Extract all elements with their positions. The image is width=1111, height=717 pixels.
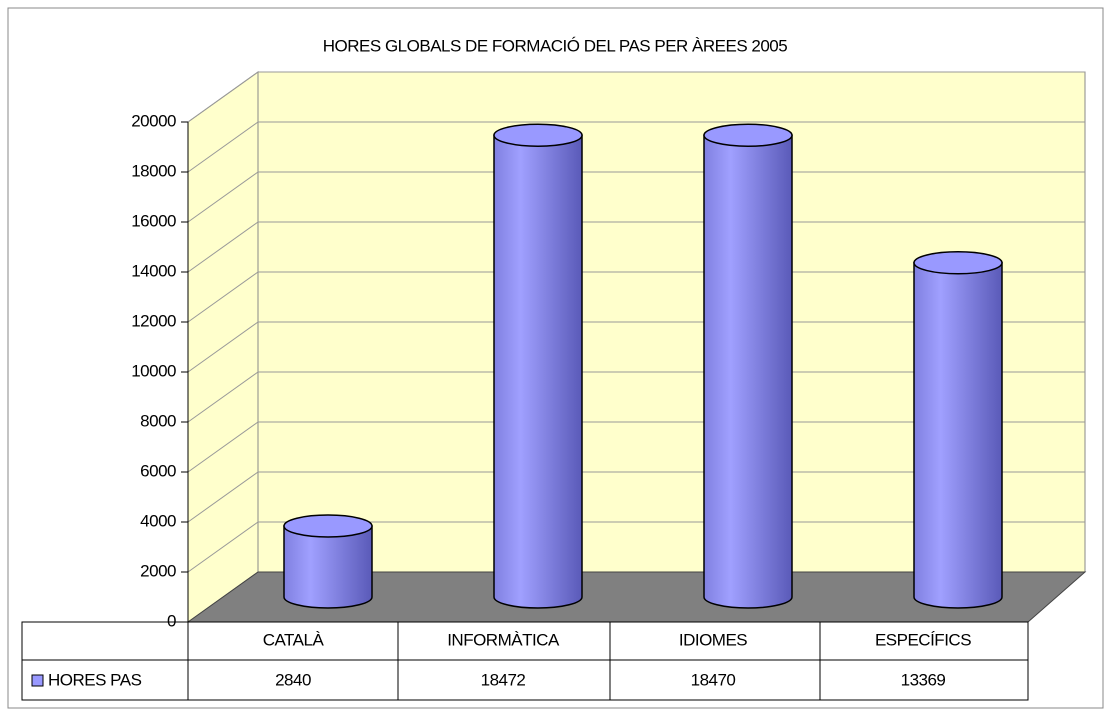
bar-top bbox=[493, 123, 583, 147]
x-tick-label: ESPECÍFICS bbox=[875, 630, 971, 649]
grid-line bbox=[187, 521, 259, 573]
bar bbox=[703, 134, 793, 609]
y-tick-label: 20000 bbox=[131, 111, 176, 130]
grid-line bbox=[187, 321, 259, 373]
grid-line bbox=[187, 171, 259, 223]
y-tick-label: 4000 bbox=[140, 511, 176, 530]
data-table bbox=[21, 621, 1029, 701]
grid-line bbox=[187, 271, 259, 323]
y-tick-label: 18000 bbox=[131, 161, 176, 180]
bar bbox=[913, 262, 1003, 609]
y-tick-label: 6000 bbox=[140, 461, 176, 480]
y-tick-label: 14000 bbox=[131, 261, 176, 280]
grid-line bbox=[187, 471, 259, 523]
bar bbox=[493, 134, 583, 609]
y-tick-label: 10000 bbox=[131, 361, 176, 380]
x-tick-label: IDIOMES bbox=[679, 630, 747, 649]
table-value: 2840 bbox=[275, 670, 311, 689]
bar-top bbox=[283, 514, 373, 538]
legend-label: HORES PAS bbox=[48, 670, 142, 689]
grid-line bbox=[187, 71, 259, 123]
y-tick-label: 8000 bbox=[140, 411, 176, 430]
table-value: 18472 bbox=[481, 670, 526, 689]
y-tick-label: 2000 bbox=[140, 561, 176, 580]
grid-line bbox=[187, 371, 259, 423]
bar-top bbox=[703, 123, 793, 147]
chart-title: HORES GLOBALS DE FORMACIÓ DEL PAS PER ÀR… bbox=[323, 36, 787, 55]
legend-key bbox=[31, 674, 44, 687]
y-tick-label: 16000 bbox=[131, 211, 176, 230]
grid-line bbox=[187, 121, 259, 173]
table-value: 18470 bbox=[691, 670, 736, 689]
bar-top bbox=[913, 251, 1003, 275]
y-tick-label: 12000 bbox=[131, 311, 176, 330]
bar bbox=[283, 525, 373, 609]
x-tick-label: INFORMÀTICA bbox=[447, 630, 560, 649]
x-tick-label: CATALÀ bbox=[263, 630, 325, 649]
grid-line bbox=[187, 221, 259, 273]
y-tick-label: 0 bbox=[167, 611, 176, 630]
table-value: 13369 bbox=[901, 670, 946, 689]
grid-line bbox=[187, 421, 259, 473]
